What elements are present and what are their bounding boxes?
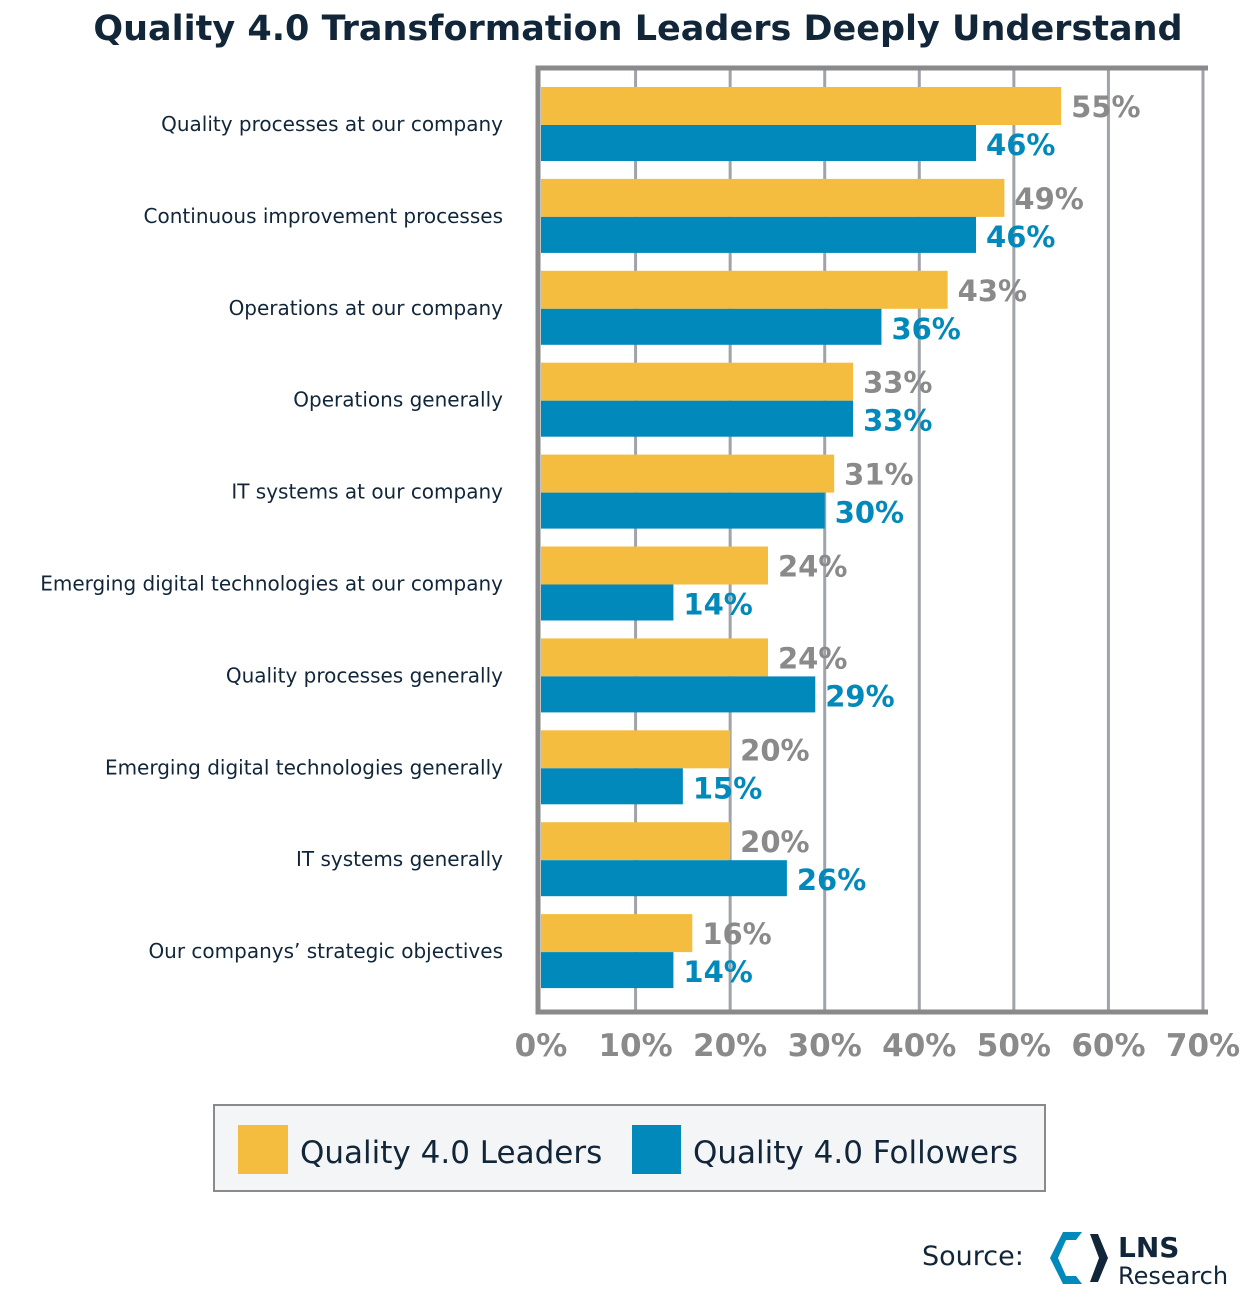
category-label: Operations generally — [293, 388, 503, 412]
bar-leaders — [541, 178, 1005, 217]
source-label: Source: — [922, 1241, 1024, 1272]
category-labels: Quality processes at our company Continuo… — [40, 112, 503, 963]
value-label-followers: 26% — [797, 863, 866, 897]
value-label-followers: 33% — [863, 404, 932, 438]
value-label-leaders: 24% — [778, 641, 847, 675]
legend: Quality 4.0 Leaders Quality 4.0 Follower… — [213, 1104, 1046, 1192]
value-label-leaders: 55% — [1071, 90, 1140, 124]
bars: 55% 46% 49% 46% 43% 36% 33% 33% 31% 30% 24% 14% 24% 2… — [541, 87, 1141, 989]
category-label: IT systems at our company — [231, 480, 503, 504]
legend-swatch-followers — [632, 1125, 681, 1174]
value-label-followers: 29% — [825, 679, 894, 713]
bar-leaders — [541, 638, 768, 677]
bar-followers — [541, 308, 882, 345]
category-label: Continuous improvement processes — [144, 204, 503, 228]
x-tick-label: 50% — [977, 1028, 1051, 1064]
bar-leaders — [541, 730, 731, 769]
lns-logo: LNS Research — [1050, 1231, 1228, 1290]
value-label-followers: 15% — [693, 771, 762, 805]
bar-followers — [541, 216, 977, 253]
x-tick-label: 10% — [598, 1028, 672, 1064]
svg-text:LNS: LNS — [1118, 1231, 1179, 1264]
bar-leaders — [541, 546, 768, 585]
x-tick-label: 20% — [693, 1028, 767, 1064]
legend-label-leaders: Quality 4.0 Leaders — [300, 1135, 602, 1171]
bar-leaders — [541, 362, 854, 401]
bar-followers — [541, 952, 674, 989]
value-label-leaders: 16% — [702, 917, 771, 951]
value-label-leaders: 33% — [863, 366, 932, 400]
value-label-followers: 36% — [891, 312, 960, 346]
x-tick-label: 40% — [882, 1028, 956, 1064]
value-label-followers: 14% — [683, 588, 752, 622]
bar-leaders — [541, 87, 1062, 125]
value-label-leaders: 20% — [740, 733, 809, 767]
category-label: Quality processes generally — [226, 663, 503, 687]
bar-followers — [541, 676, 816, 713]
category-label: Emerging digital technologies generally — [105, 755, 503, 779]
x-tick-label: 30% — [788, 1028, 862, 1064]
x-tick-label: 60% — [1071, 1028, 1145, 1064]
category-label: Our companys’ strategic objectives — [148, 939, 503, 963]
bar-leaders — [541, 270, 948, 309]
bar-followers — [541, 492, 825, 529]
bar-leaders — [541, 822, 731, 861]
bar-followers — [541, 400, 854, 437]
legend-swatch-leaders — [238, 1125, 288, 1174]
value-label-leaders: 49% — [1014, 182, 1083, 216]
x-tick-label: 0% — [515, 1028, 568, 1064]
value-label-leaders: 20% — [740, 825, 809, 859]
chart-title: Quality 4.0 Transformation Leaders Deepl… — [93, 9, 1182, 49]
bar-leaders — [541, 454, 835, 493]
bar-followers — [541, 125, 977, 161]
value-label-leaders: 24% — [778, 550, 847, 584]
value-label-followers: 30% — [835, 496, 904, 530]
category-label: Operations at our company — [229, 296, 504, 320]
bar-followers — [541, 584, 674, 621]
value-label-followers: 46% — [986, 220, 1055, 254]
bar-leaders — [541, 914, 693, 953]
category-label: IT systems generally — [296, 847, 503, 871]
value-label-leaders: 43% — [958, 274, 1027, 308]
x-tick-labels: 0% 10% 20% 30% 40% 50% 60% 70% — [515, 1028, 1240, 1064]
value-label-followers: 46% — [986, 128, 1055, 162]
bar-followers — [541, 860, 787, 897]
legend-label-followers: Quality 4.0 Followers — [693, 1135, 1018, 1171]
axis-frame — [535, 65, 1208, 1015]
value-label-followers: 14% — [683, 955, 752, 989]
category-label: Emerging digital technologies at our com… — [40, 572, 503, 596]
bar-followers — [541, 768, 683, 805]
value-label-leaders: 31% — [844, 458, 913, 492]
x-tick-label: 70% — [1166, 1028, 1240, 1064]
source: Source: LNS Research — [922, 1231, 1228, 1290]
category-label: Quality processes at our company — [161, 112, 503, 136]
svg-text:Research: Research — [1118, 1262, 1228, 1290]
